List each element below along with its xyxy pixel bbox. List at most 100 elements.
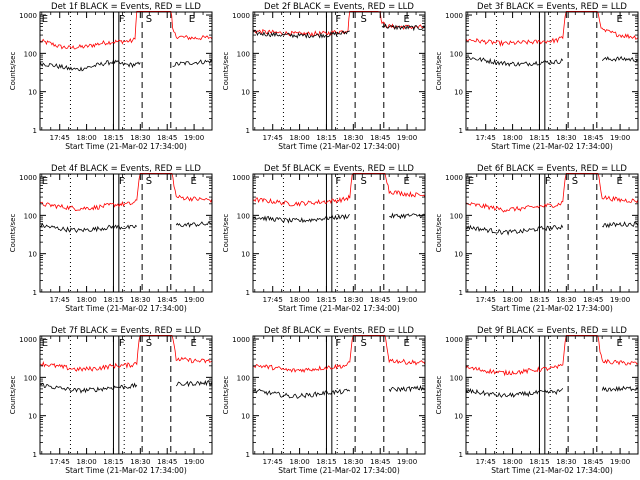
series-line-black xyxy=(253,23,425,39)
phase-annotation: S xyxy=(146,338,152,349)
plot-frame xyxy=(252,335,426,455)
y-tick-label: 1 xyxy=(33,451,37,459)
x-tick-label: 18:45 xyxy=(370,134,390,142)
x-tick-label: 18:15 xyxy=(316,134,336,142)
chart-panel-5: Det 5f BLACK = Events, RED = LLD 1 10 100 10… xyxy=(222,164,426,313)
phase-annotation: F xyxy=(545,176,551,187)
phase-annotation: F xyxy=(119,14,125,25)
series-line-black xyxy=(40,379,212,394)
plot-frame xyxy=(39,173,213,293)
x-tick-label: 19:00 xyxy=(397,458,417,466)
x-axis-label: Start Time (21-Mar-02 17:34:00) xyxy=(65,304,187,313)
x-tick-label: 18:45 xyxy=(583,458,603,466)
x-tick-label: 18:30 xyxy=(130,296,150,304)
x-tick-label: 18:15 xyxy=(529,296,549,304)
plot-frame xyxy=(465,173,639,293)
panel-title: Det 5f BLACK = Events, RED = LLD xyxy=(264,164,414,174)
series-line-black xyxy=(40,58,212,72)
x-tick-label: 18:15 xyxy=(103,296,123,304)
x-tick-label: 18:45 xyxy=(157,458,177,466)
x-tick-label: 19:00 xyxy=(184,296,204,304)
series-line-black xyxy=(466,385,638,398)
y-tick-label: 1 xyxy=(459,127,463,135)
y-tick-label: 10 xyxy=(454,251,463,259)
phase-annotation: F xyxy=(335,14,341,25)
phase-annotation: S xyxy=(146,176,152,187)
y-tick-label: 1 xyxy=(246,127,250,135)
y-axis-label: Counts/sec xyxy=(222,376,230,415)
y-tick-label: 1000 xyxy=(232,12,250,20)
panel-title: Det 8f BLACK = Events, RED = LLD xyxy=(264,326,414,336)
x-tick-label: 18:00 xyxy=(502,134,522,142)
phase-annotation: S xyxy=(361,176,367,187)
panel-title: Det 2f BLACK = Events, RED = LLD xyxy=(264,2,414,12)
chart-panel-7: Det 7f BLACK = Events, RED = LLD 1 10 100 10… xyxy=(9,326,213,475)
x-tick-label: 17:45 xyxy=(50,458,70,466)
x-tick-label: 18:30 xyxy=(556,296,576,304)
x-tick-label: 18:15 xyxy=(103,458,123,466)
x-tick-label: 18:00 xyxy=(289,296,309,304)
chart-panel-3: Det 3f BLACK = Events, RED = LLD 1 10 100 10… xyxy=(435,2,639,151)
y-tick-label: 1000 xyxy=(19,12,37,20)
phase-annotation: S xyxy=(361,338,367,349)
chart-panel-2: Det 2f BLACK = Events, RED = LLD 1 10 100 10… xyxy=(222,2,426,151)
phase-annotation: E xyxy=(189,14,195,25)
panel-title: Det 3f BLACK = Events, RED = LLD xyxy=(477,2,627,12)
phase-annotation: S xyxy=(146,14,152,25)
x-tick-label: 17:45 xyxy=(476,134,496,142)
y-tick-label: 100 xyxy=(450,50,463,58)
phase-annotation: F xyxy=(335,176,341,187)
x-axis-label: Start Time (21-Mar-02 17:34:00) xyxy=(278,466,400,475)
x-tick-label: 18:30 xyxy=(343,134,363,142)
x-tick-label: 18:30 xyxy=(343,458,363,466)
phase-annotation: S xyxy=(361,14,367,25)
series-line-red xyxy=(466,11,638,48)
phase-annotation: E xyxy=(191,338,197,349)
x-tick-label: 17:45 xyxy=(263,296,283,304)
x-tick-label: 18:15 xyxy=(103,134,123,142)
phase-annotation: E xyxy=(617,176,623,187)
phase-annotation: F xyxy=(119,338,125,349)
x-axis-label: Start Time (21-Mar-02 17:34:00) xyxy=(65,142,187,151)
x-tick-label: 17:45 xyxy=(263,458,283,466)
x-tick-label: 19:00 xyxy=(610,296,630,304)
x-tick-label: 19:00 xyxy=(397,296,417,304)
phase-annotation: F xyxy=(335,338,341,349)
plot-frame xyxy=(465,335,639,455)
y-tick-label: 10 xyxy=(28,251,37,259)
x-axis-label: Start Time (21-Mar-02 17:34:00) xyxy=(491,142,613,151)
x-tick-label: 18:00 xyxy=(76,134,96,142)
y-tick-label: 1000 xyxy=(232,174,250,182)
panel-title: Det 4f BLACK = Events, RED = LLD xyxy=(51,164,201,174)
series-line-red xyxy=(40,173,212,211)
y-tick-label: 100 xyxy=(237,50,250,58)
x-tick-label: 18:30 xyxy=(130,134,150,142)
y-tick-label: 10 xyxy=(28,89,37,97)
x-axis-label: Start Time (21-Mar-02 17:34:00) xyxy=(491,304,613,313)
y-tick-label: 10 xyxy=(454,89,463,97)
plot-frame xyxy=(252,11,426,131)
series-line-red xyxy=(466,173,638,213)
x-tick-label: 17:45 xyxy=(476,296,496,304)
y-tick-label: 10 xyxy=(241,413,250,421)
x-tick-label: 18:45 xyxy=(157,296,177,304)
x-tick-label: 17:45 xyxy=(50,296,70,304)
series-line-black xyxy=(253,384,425,399)
x-tick-label: 18:45 xyxy=(583,296,603,304)
x-tick-label: 18:00 xyxy=(76,458,96,466)
series-line-black xyxy=(466,221,638,236)
y-tick-label: 1 xyxy=(33,127,37,135)
y-tick-label: 10 xyxy=(241,89,250,97)
x-tick-label: 18:30 xyxy=(556,458,576,466)
phase-annotation: E xyxy=(404,176,410,187)
y-tick-label: 1 xyxy=(459,289,463,297)
x-tick-label: 18:15 xyxy=(529,458,549,466)
x-tick-label: 18:30 xyxy=(130,458,150,466)
plot-frame xyxy=(39,11,213,131)
x-tick-label: 19:00 xyxy=(397,134,417,142)
chart-panel-9: Det 9f BLACK = Events, RED = LLD 1 10 100 10… xyxy=(435,326,639,475)
phase-annotation: E xyxy=(42,14,48,25)
y-tick-label: 10 xyxy=(454,413,463,421)
series-line-black xyxy=(466,55,638,67)
